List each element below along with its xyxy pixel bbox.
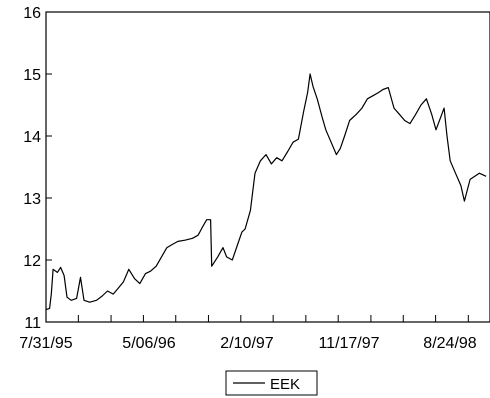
series-layer: [45, 73, 487, 311]
y-tick-label: 16: [23, 5, 41, 22]
y-tick-label: 15: [23, 67, 41, 84]
y-axis: 11 12 13 14 15 16: [23, 5, 52, 332]
x-tick-label: 2/10/97: [220, 335, 273, 352]
x-tick-label: 5/06/96: [122, 335, 175, 352]
y-tick-label: 12: [23, 253, 41, 270]
x-axis: 7/31/95 5/06/96 2/10/97 11/17/97 8/24/98: [19, 315, 477, 352]
legend-label: EEK: [270, 376, 300, 393]
x-tick-label: 11/17/97: [318, 335, 379, 352]
y-tick-label: 14: [23, 129, 41, 146]
legend: EEK: [225, 370, 318, 396]
y-tick-label: 11: [24, 315, 41, 332]
plot-frame: [45, 11, 490, 323]
series-line-eek: [45, 73, 487, 311]
x-tick-label: 7/31/95: [19, 335, 72, 352]
x-tick-label: 8/24/98: [423, 335, 476, 352]
y-tick-label: 13: [23, 191, 41, 208]
